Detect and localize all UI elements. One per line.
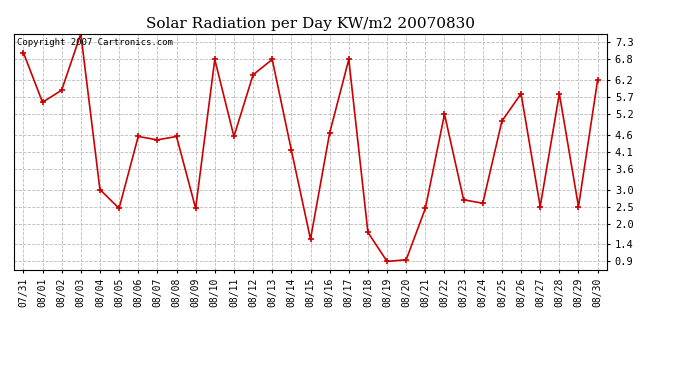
Title: Solar Radiation per Day KW/m2 20070830: Solar Radiation per Day KW/m2 20070830: [146, 17, 475, 31]
Text: Copyright 2007 Cartronics.com: Copyright 2007 Cartronics.com: [17, 39, 172, 48]
